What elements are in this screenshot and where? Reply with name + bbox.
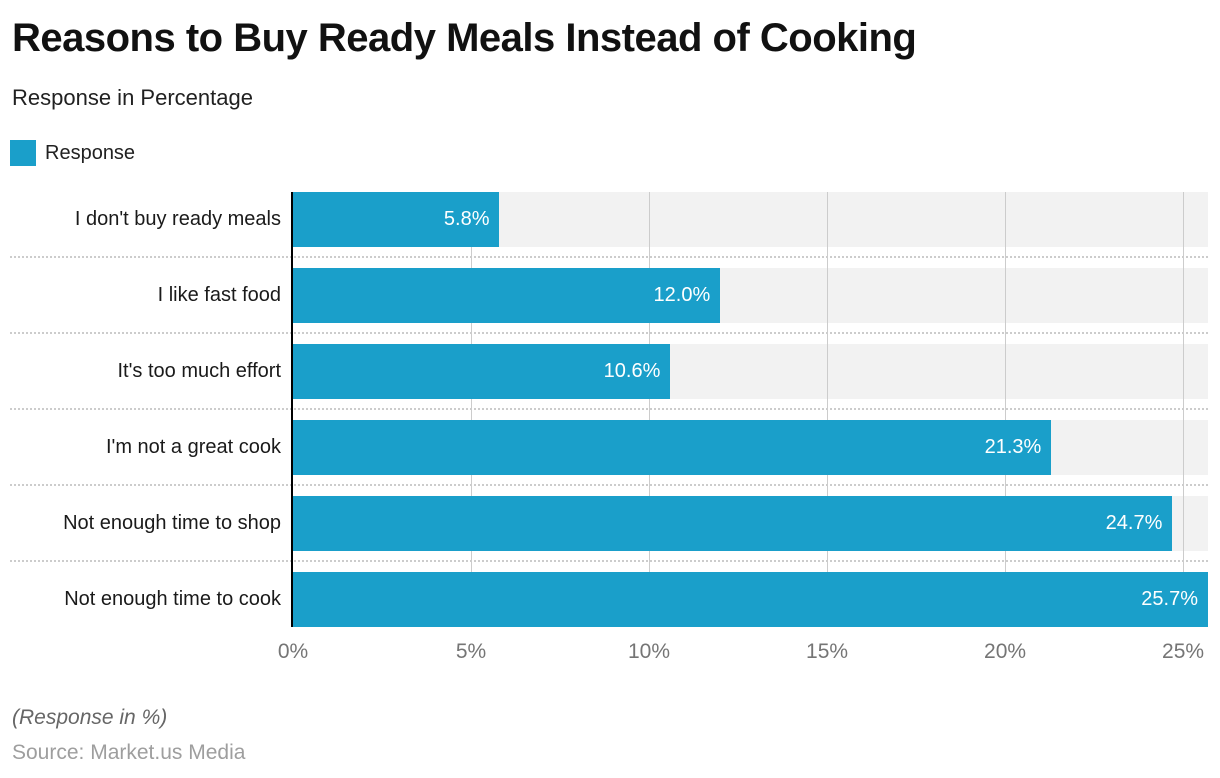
chart-note: (Response in %) (12, 706, 168, 729)
category-label: I like fast food (157, 284, 281, 306)
bar-row: I'm not a great cook 21.3% (10, 420, 1208, 475)
bar[interactable]: 5.8% (293, 192, 500, 247)
bar-chart: I don't buy ready meals 5.8% I like fast f… (10, 192, 1208, 664)
bar[interactable]: 10.6% (293, 344, 671, 399)
x-tick-label: 20% (984, 640, 1027, 663)
bar-track: 25.7% (293, 572, 1208, 627)
value-label: 21.3% (984, 436, 1042, 458)
bar-track: 24.7% (293, 496, 1208, 551)
bar-track: 5.8% (293, 192, 1208, 247)
bar[interactable]: 21.3% (293, 420, 1052, 475)
bar[interactable]: 12.0% (293, 268, 721, 323)
x-tick-label: 15% (806, 640, 849, 663)
value-label: 12.0% (653, 284, 711, 306)
chart-subtitle: Response in Percentage (12, 85, 253, 110)
x-tick-label: 25% (1162, 640, 1205, 663)
x-tick-label: 0% (277, 640, 309, 663)
legend-label: Response (45, 141, 136, 164)
bar-row: Not enough time to cook 25.7% (10, 572, 1208, 627)
bar-row: I don't buy ready meals 5.8% (10, 192, 1208, 247)
category-label: Not enough time to cook (64, 588, 281, 610)
value-label: 24.7% (1105, 512, 1163, 534)
x-tick-label: 5% (455, 640, 487, 663)
bars-area: I don't buy ready meals 5.8% I like fast f… (10, 192, 1208, 627)
bar-track: 12.0% (293, 268, 1208, 323)
category-label: I'm not a great cook (105, 436, 281, 458)
value-label: 5.8% (443, 208, 490, 230)
value-label: 10.6% (603, 360, 661, 382)
legend-swatch-icon (10, 140, 36, 166)
chart-source: Source: Market.us Media (12, 741, 246, 764)
bar[interactable]: 24.7% (293, 496, 1173, 551)
x-tick-label: 10% (628, 640, 671, 663)
bar[interactable]: 25.7% (293, 572, 1208, 627)
y-axis-line (291, 192, 293, 627)
category-label: I don't buy ready meals (74, 208, 281, 230)
bar-track: 10.6% (293, 344, 1208, 399)
bar-row: I like fast food 12.0% (10, 268, 1208, 323)
bar-row: Not enough time to shop 24.7% (10, 496, 1208, 551)
bar-track: 21.3% (293, 420, 1208, 475)
category-label: It's too much effort (117, 360, 281, 382)
legend[interactable]: Response (10, 140, 1208, 166)
bar-row: It's too much effort 10.6% (10, 344, 1208, 399)
category-label: Not enough time to shop (63, 512, 281, 534)
value-label: 25.7% (1141, 588, 1198, 610)
chart-title: Reasons to Buy Ready Meals Instead of Co… (12, 16, 917, 60)
x-axis: 0% 5% 10% 15% 20% 25% (278, 640, 1208, 664)
